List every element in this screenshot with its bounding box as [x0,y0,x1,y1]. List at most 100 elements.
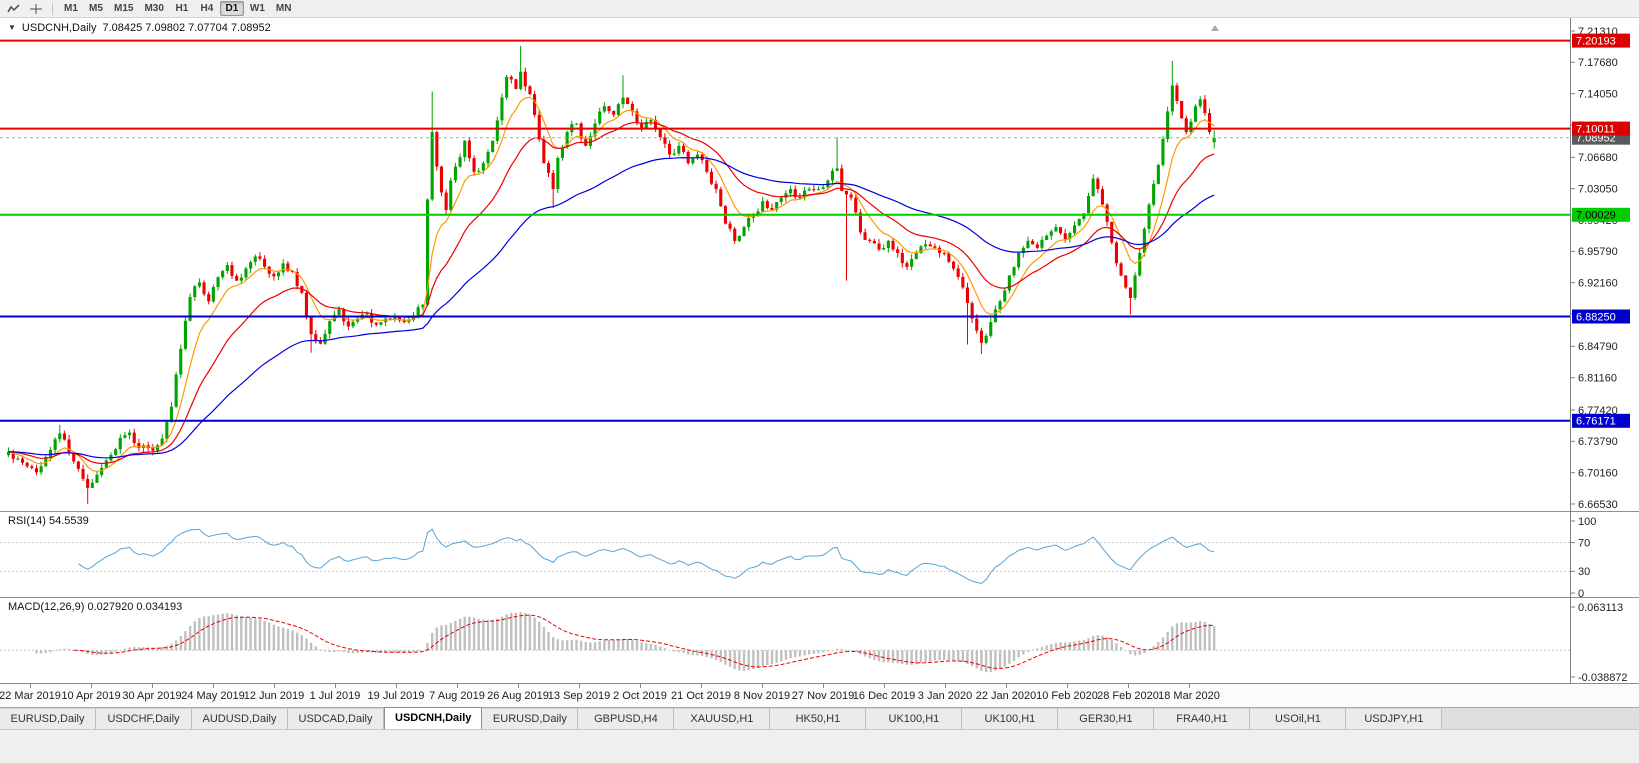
rsi-label: RSI(14) 54.5539 [8,515,89,527]
timeframe-button-m5[interactable]: M5 [84,1,108,16]
time-tick [518,684,519,688]
rsi-line [78,528,1215,585]
time-tick [579,684,580,688]
ma-21-line [8,122,1215,465]
timeframe-button-h1[interactable]: H1 [169,1,194,16]
time-tick [30,684,31,688]
svg-text:100: 100 [1578,516,1596,528]
timeframe-button-m30[interactable]: M30 [139,1,169,16]
chart-tab-bar: EURUSD,Daily USDCHF,Daily AUDUSD,Daily USDC… [0,707,1639,729]
ma-55-line [8,156,1215,459]
main-chart-canvas[interactable]: 7.213107.176807.140507.104207.066807.030… [0,18,1639,511]
time-tick [1189,684,1190,688]
price-badge: 7.20193 [1572,33,1630,48]
price-badge: 7.10011 [1572,121,1630,136]
time-tick [1128,684,1129,688]
chart-tab-usoil-h1[interactable]: USOil,H1 [1250,708,1347,729]
svg-text:6.76171: 6.76171 [1576,416,1616,428]
time-tick [884,684,885,688]
date-label: 13 Sep 2019 [547,690,611,702]
date-label: 18 Mar 2020 [1158,690,1220,702]
chart-tab-xauusd-h1[interactable]: XAUUSD,H1 [674,708,771,729]
svg-text:6.88250: 6.88250 [1576,311,1616,323]
scroll-position-marker [1211,25,1219,31]
timeframe-button-d1[interactable]: D1 [219,1,244,16]
svg-text:0: 0 [1578,588,1584,597]
price-badge: 7.00029 [1572,207,1630,222]
time-tick [396,684,397,688]
timeframe-button-m1[interactable]: M1 [59,1,83,16]
chart-tab-fra40-h1[interactable]: FRA40,H1 [1154,708,1251,729]
chart-ohlc-values: 7.08425 7.09802 7.07704 7.08952 [102,22,271,34]
time-tick [91,684,92,688]
date-label: 10 Feb 2020 [1036,690,1098,702]
rsi-panel-canvas[interactable]: 100 70 30 0 [0,511,1639,597]
chart-symbol-period: USDCNH,Daily [21,22,97,34]
time-tick [945,684,946,688]
svg-text:70: 70 [1578,537,1590,549]
chart-tab-uk100-h1[interactable]: UK100,H1 [962,708,1059,729]
date-label: 21 Oct 2019 [671,690,731,702]
svg-text:6.73790: 6.73790 [1578,436,1618,448]
chart-tab-usdcad-daily[interactable]: USDCAD,Daily [288,708,384,729]
chart-tab-usdjpy-h1[interactable]: USDJPY,H1 [1346,708,1443,729]
chart-tab-audusd-daily[interactable]: AUDUSD,Daily [192,708,288,729]
date-label: 26 Aug 2019 [487,690,549,702]
date-label: 19 Jul 2019 [367,690,425,702]
svg-text:6.84790: 6.84790 [1578,341,1618,353]
svg-text:6.92160: 6.92160 [1578,278,1618,290]
toolbar-separator [52,2,53,15]
chart-tab-uk100-h1[interactable]: UK100,H1 [866,708,963,729]
price-badge: 6.76171 [1572,413,1630,428]
timeframe-button-w1[interactable]: W1 [244,1,270,16]
time-axis[interactable]: 22 Mar 2019 10 Apr 2019 30 Apr 2019 24 May … [0,683,1639,707]
macd-panel-canvas[interactable]: 0.063113 -0.038872 [0,597,1639,683]
svg-text:7.03050: 7.03050 [1578,184,1618,196]
chart-tab-gbpusd-h4[interactable]: GBPUSD,H4 [578,708,675,729]
macd-histogram [35,612,1216,673]
timeframe-button-m15[interactable]: M15 [109,1,139,16]
chart-tab-hk50-h1[interactable]: HK50,H1 [770,708,867,729]
svg-text:7.20193: 7.20193 [1576,35,1616,47]
line-chart-glyph [7,3,20,12]
chart-menu-arrow-icon[interactable]: ▼ [8,23,16,32]
date-label: 2 Oct 2019 [613,690,667,702]
svg-text:7.10011: 7.10011 [1576,123,1615,135]
date-label: 22 Jan 2020 [975,690,1037,702]
chart-tab-eurusd-daily[interactable]: EURUSD,Daily [482,708,579,729]
time-tick [1067,684,1068,688]
timeframe-bar: M1 M5 M15 M30 H1 H4 D1 W1 MN [59,1,297,16]
date-label: 10 Apr 2019 [61,690,121,702]
date-label: 16 Dec 2019 [852,690,916,702]
chart-type-icon[interactable] [4,1,24,16]
svg-text:-0.038872: -0.038872 [1578,672,1628,683]
timeframe-button-mn[interactable]: MN [270,1,297,16]
svg-text:6.66530: 6.66530 [1578,499,1618,511]
svg-text:6.70160: 6.70160 [1578,468,1618,480]
svg-text:6.95790: 6.95790 [1578,246,1618,258]
chart-tab-usdcnh-daily[interactable]: USDCNH,Daily [384,707,483,729]
timeframe-button-h4[interactable]: H4 [194,1,219,16]
date-label: 24 May 2019 [181,690,245,702]
chart-tab-eurusd-daily[interactable]: EURUSD,Daily [0,708,96,729]
date-label: 3 Jan 2020 [917,690,973,702]
svg-text:7.06680: 7.06680 [1578,152,1618,164]
date-label: 28 Feb 2020 [1097,690,1159,702]
crosshair-icon[interactable] [26,1,46,16]
svg-text:30: 30 [1578,566,1590,578]
date-label: 7 Aug 2019 [429,690,485,702]
status-bar [0,729,1639,763]
chart-title: ▼ USDCNH,Daily 7.08425 7.09802 7.07704 7… [8,22,271,34]
macd-label: MACD(12,26,9) 0.027920 0.034193 [8,601,183,613]
time-tick [274,684,275,688]
date-label: 1 Jul 2019 [309,690,361,702]
svg-text:7.17680: 7.17680 [1578,57,1618,69]
macd-signal-line [73,614,1215,669]
toolbar: M1 M5 M15 M30 H1 H4 D1 W1 MN [0,0,1639,18]
svg-text:6.81160: 6.81160 [1578,373,1617,385]
date-label: 8 Nov 2019 [733,690,791,702]
time-tick [213,684,214,688]
chart-tab-ger30-h1[interactable]: GER30,H1 [1058,708,1155,729]
chart-tab-usdchf-daily[interactable]: USDCHF,Daily [96,708,192,729]
date-label: 22 Mar 2019 [0,690,61,702]
